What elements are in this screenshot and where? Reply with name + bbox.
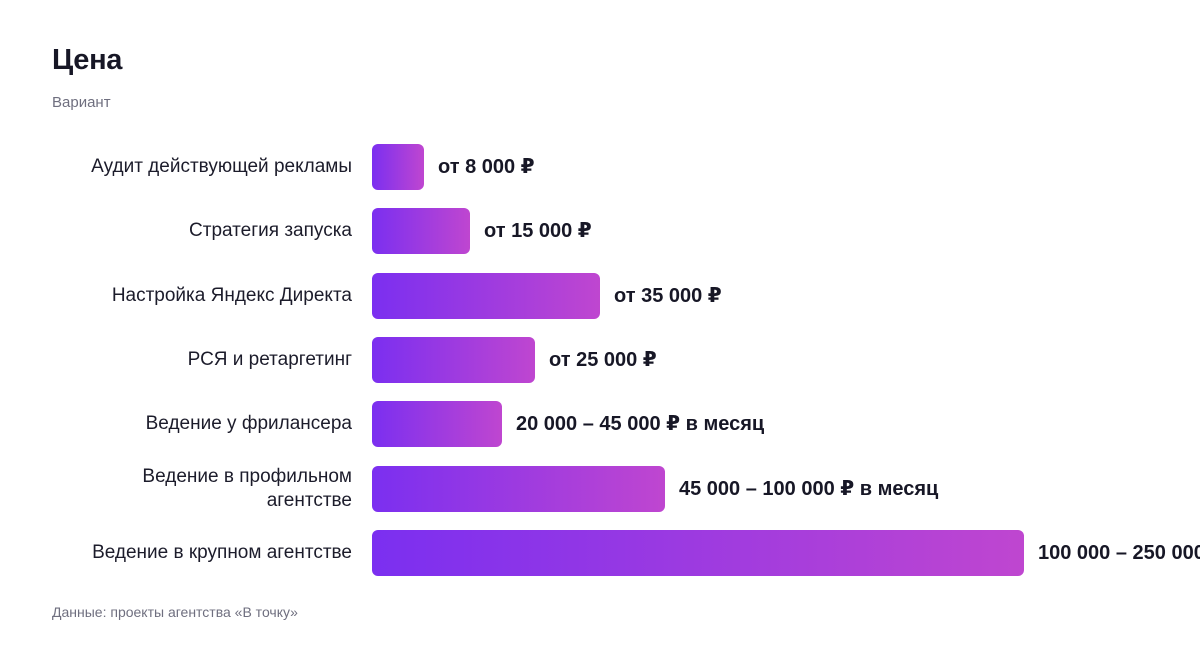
value-label: от 25 000 ₽ xyxy=(549,349,657,371)
bar xyxy=(372,530,1024,576)
category-label: РСЯ и ретаргетинг xyxy=(187,349,352,370)
bar xyxy=(372,401,502,447)
category-label: Аудит действующей рекламы xyxy=(91,156,352,177)
category-label: Ведение у фрилансера xyxy=(145,413,352,434)
category-label: Стратегия запуска xyxy=(189,220,352,241)
category-label: Ведение в крупном агентстве xyxy=(92,542,352,563)
bar xyxy=(372,466,665,512)
chart-subtitle: Вариант xyxy=(52,94,111,111)
value-label: от 8 000 ₽ xyxy=(438,156,535,178)
bar xyxy=(372,337,535,383)
value-label: 20 000 – 45 000 ₽ в месяц xyxy=(516,413,765,435)
value-label: от 15 000 ₽ xyxy=(484,220,592,242)
bar xyxy=(372,208,470,254)
value-label: от 35 000 ₽ xyxy=(614,285,722,307)
category-label: Ведение в профильном агентстве xyxy=(142,466,352,511)
value-label: 100 000 – 250 000 ₽ в месяц xyxy=(1038,542,1200,564)
chart-title: Цена xyxy=(52,44,123,76)
category-label: Настройка Яндекс Директа xyxy=(111,285,352,306)
value-label: 45 000 – 100 000 ₽ в месяц xyxy=(679,478,939,500)
data-source-note: Данные: проекты агентства «В точку» xyxy=(52,604,298,620)
bar xyxy=(372,144,424,190)
bar xyxy=(372,273,600,319)
